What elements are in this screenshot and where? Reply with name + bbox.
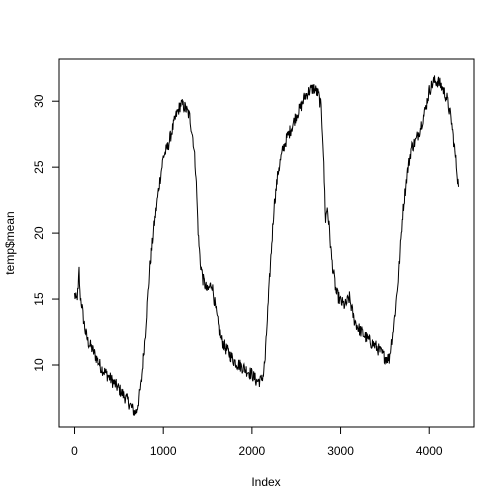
- x-axis-label: Index: [251, 475, 280, 489]
- x-tick-label: 3000: [327, 444, 354, 458]
- y-tick-label: 10: [32, 358, 46, 372]
- y-tick-label: 20: [32, 226, 46, 240]
- temp-mean-series-line: [74, 75, 459, 416]
- x-tick-label: 0: [71, 444, 78, 458]
- y-tick-label: 15: [32, 292, 46, 306]
- x-tick-label: 4000: [416, 444, 443, 458]
- y-axis: 10 15 20 25 30: [32, 94, 60, 372]
- plot-frame: [58, 58, 475, 428]
- x-axis: 0 1000 2000 3000 4000: [71, 426, 443, 458]
- y-tick-label: 25: [32, 160, 46, 174]
- x-tick-label: 2000: [239, 444, 266, 458]
- x-tick-label: 1000: [150, 444, 177, 458]
- y-tick-label: 30: [32, 94, 46, 108]
- y-axis-label: temp$mean: [3, 211, 17, 274]
